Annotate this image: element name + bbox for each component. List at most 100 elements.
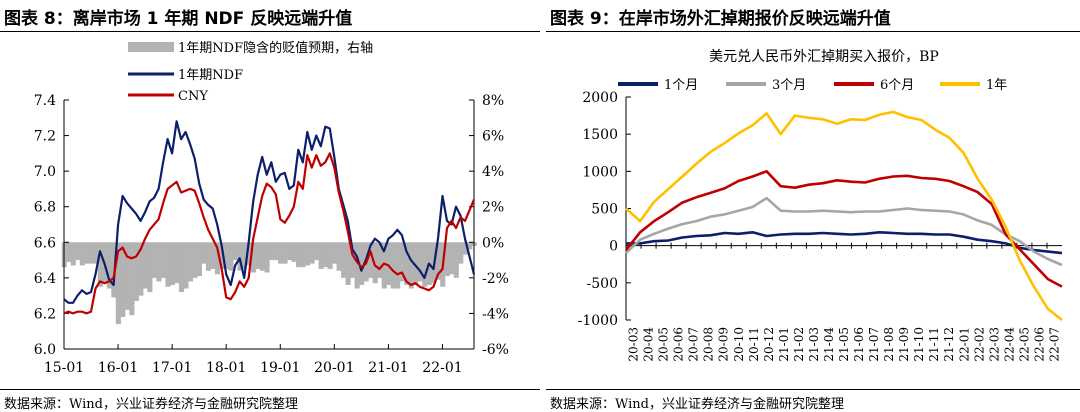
x-tick-label: 20-01 bbox=[314, 360, 354, 376]
devaluation-bar bbox=[350, 242, 356, 278]
devaluation-bar bbox=[273, 242, 279, 261]
devaluation-bar bbox=[142, 242, 148, 289]
figure-9-lines bbox=[624, 110, 1063, 322]
x-tick-label: 22-05 bbox=[1017, 327, 1031, 362]
devaluation-bar bbox=[287, 242, 293, 261]
x-tick-label: 20-06 bbox=[672, 327, 686, 362]
devaluation-bar bbox=[314, 242, 320, 261]
devaluation-bar bbox=[88, 242, 94, 264]
devaluation-bar bbox=[93, 242, 99, 264]
devaluation-bar bbox=[192, 242, 198, 278]
devaluation-bar bbox=[219, 242, 225, 269]
y-tick-label: 1000 bbox=[582, 164, 618, 180]
x-tick-label: 19-01 bbox=[260, 360, 300, 376]
devaluation-bar bbox=[336, 242, 342, 271]
devaluation-bar bbox=[169, 242, 175, 285]
series-6m-line bbox=[624, 170, 1063, 288]
x-tick-label: 20-08 bbox=[702, 327, 716, 362]
devaluation-bar bbox=[205, 242, 212, 271]
devaluation-bar bbox=[386, 242, 392, 285]
devaluation-bar bbox=[449, 242, 455, 275]
figure-8-bottom-rule bbox=[0, 389, 540, 390]
devaluation-bar bbox=[296, 242, 302, 268]
devaluation-bar bbox=[264, 242, 270, 273]
x-tick-label: 22-04 bbox=[1002, 327, 1016, 362]
left-y-tick-label: 7.0 bbox=[34, 164, 56, 180]
x-tick-label: 21-02 bbox=[792, 327, 806, 362]
devaluation-bar bbox=[228, 242, 234, 271]
series-1y-line bbox=[625, 110, 1063, 322]
figure-9-bottom-rule bbox=[546, 389, 1080, 390]
figure-9-panel: 图表 9：在岸市场外汇掉期报价反映远端升值 美元兑人民币外汇掉期买入报价，BP … bbox=[546, 0, 1080, 412]
legend-label-1m: 1个月 bbox=[664, 78, 698, 93]
devaluation-bar bbox=[282, 242, 288, 264]
devaluation-bar bbox=[305, 242, 311, 266]
x-tick-label: 22-01 bbox=[422, 360, 462, 376]
x-tick-label: 21-05 bbox=[837, 327, 851, 362]
left-y-tick-label: 6.0 bbox=[34, 342, 56, 358]
devaluation-bar bbox=[354, 242, 360, 289]
x-tick-label: 21-04 bbox=[822, 327, 836, 362]
devaluation-bar bbox=[174, 242, 180, 284]
figure-8-source: 数据来源：Wind，兴业证券经济与金融研究院整理 bbox=[4, 397, 298, 412]
x-tick-label: 22-02 bbox=[972, 327, 986, 362]
x-tick-label: 21-06 bbox=[852, 327, 866, 362]
devaluation-bar bbox=[341, 242, 347, 278]
devaluation-bar bbox=[183, 242, 189, 289]
x-tick-label: 21-07 bbox=[867, 327, 881, 362]
devaluation-bar bbox=[160, 242, 166, 278]
left-y-tick-label: 7.2 bbox=[34, 129, 56, 145]
x-tick-label: 22-03 bbox=[987, 327, 1001, 362]
right-y-tick-label: -2% bbox=[482, 271, 509, 287]
x-tick-label: 20-03 bbox=[627, 327, 641, 362]
figure-8-axes: 6.0 6.2 6.4 6.6 6.8 7.0 7.2 7.4 -6% -4% -2% 0% 2% 4% 6… bbox=[34, 93, 509, 376]
devaluation-bar bbox=[368, 242, 374, 278]
devaluation-bar bbox=[458, 242, 464, 264]
figure-8-legend: 1年期NDF隐含的贬值预期，右轴 1年期NDF CNY bbox=[128, 40, 373, 104]
devaluation-area-series bbox=[61, 242, 477, 325]
devaluation-bar bbox=[404, 242, 410, 285]
x-tick-label: 17-01 bbox=[152, 360, 192, 376]
devaluation-bar bbox=[300, 242, 306, 268]
x-tick-label: 21-01 bbox=[777, 327, 791, 362]
devaluation-bar bbox=[129, 242, 135, 316]
right-y-tick-label: 8% bbox=[482, 93, 504, 109]
figure-9-axes: -1000 -500 0 500 1000 1500 2000 20-03 20-04 20-05… bbox=[578, 90, 1062, 362]
devaluation-bar bbox=[165, 242, 171, 287]
devaluation-bar bbox=[79, 242, 85, 266]
figure-9-source: 数据来源：Wind，兴业证券经济与金融研究院整理 bbox=[550, 397, 844, 412]
legend-label-area: 1年期NDF隐含的贬值预期，右轴 bbox=[178, 40, 373, 56]
devaluation-bar bbox=[309, 242, 315, 264]
devaluation-bar bbox=[453, 242, 459, 278]
figure-8-top-rule bbox=[0, 31, 540, 32]
devaluation-bar bbox=[97, 242, 103, 287]
devaluation-bar bbox=[395, 242, 401, 289]
devaluation-bar bbox=[332, 242, 338, 264]
legend-swatch-area bbox=[128, 42, 174, 52]
left-y-tick-label: 7.4 bbox=[34, 93, 56, 109]
y-tick-label: 1500 bbox=[582, 127, 618, 143]
y-tick-label: 0 bbox=[609, 239, 618, 255]
right-y-tick-label: 2% bbox=[482, 200, 504, 216]
devaluation-bar bbox=[156, 242, 162, 282]
devaluation-bar bbox=[223, 242, 230, 269]
legend-label-ndf: 1年期NDF bbox=[178, 68, 243, 83]
devaluation-bar bbox=[435, 242, 441, 280]
devaluation-bar bbox=[255, 242, 261, 269]
x-tick-label: 15-01 bbox=[44, 360, 84, 376]
figure-8-panel: 图表 8：离岸市场 1 年期 NDF 反映远端升值 6.0 6.2 6.4 6.6 6.… bbox=[0, 9, 540, 412]
devaluation-bar bbox=[232, 242, 239, 261]
devaluation-bar bbox=[269, 242, 275, 261]
devaluation-bar bbox=[187, 242, 194, 282]
devaluation-bar bbox=[327, 242, 333, 269]
right-y-tick-label: 0% bbox=[482, 235, 504, 251]
devaluation-bar bbox=[377, 242, 383, 278]
devaluation-bar bbox=[246, 242, 252, 266]
figure-8-lines bbox=[63, 120, 476, 315]
x-tick-label: 20-12 bbox=[762, 327, 776, 362]
x-tick-label: 22-01 bbox=[957, 327, 971, 362]
figure-9-chart-title: 美元兑人民币外汇掉期买入报价，BP bbox=[709, 49, 939, 65]
devaluation-bar bbox=[291, 242, 297, 262]
devaluation-bar bbox=[75, 242, 81, 261]
x-tick-label: 18-01 bbox=[206, 360, 246, 376]
